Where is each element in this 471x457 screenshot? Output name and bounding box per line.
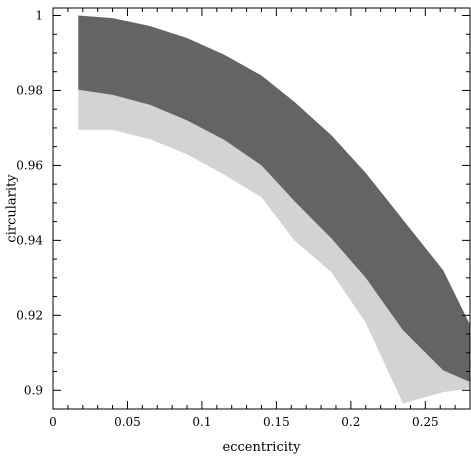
x-tick-labels: 0 0.05 0.1 0.15 0.2 0.25 [49, 415, 439, 429]
x-tick-label: 0.2 [341, 415, 360, 429]
y-tick-label: 0.98 [16, 83, 43, 97]
x-axis-label: eccentricity [223, 440, 302, 455]
ticks-layer [52, 8, 471, 410]
bands-layer [78, 15, 471, 404]
y-axis-label: circularity [5, 174, 20, 243]
y-tick-label: 1 [35, 8, 43, 22]
y-tick-label: 0.9 [24, 383, 43, 397]
x-tick-label: 0 [49, 415, 57, 429]
x-tick-label: 0.15 [263, 415, 290, 429]
y-tick-label: 0.92 [16, 308, 43, 322]
x-tick-label: 0.05 [114, 415, 141, 429]
band-2 [78, 15, 471, 382]
y-tick-label: 0.96 [16, 158, 43, 172]
y-tick-label: 0.94 [16, 233, 43, 247]
band-1 [78, 89, 471, 404]
y-tick-labels: 0.9 0.92 0.94 0.96 0.98 1 [16, 8, 43, 397]
x-tick-label: 0.25 [412, 415, 439, 429]
x-tick-label: 0.1 [192, 415, 211, 429]
